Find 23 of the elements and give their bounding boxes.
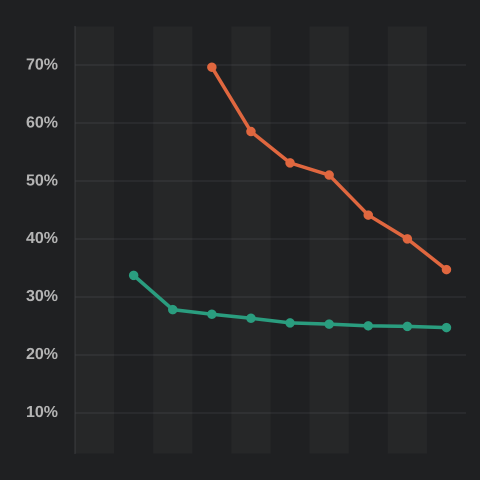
y-tick-label: 50%: [26, 172, 58, 190]
point: [207, 62, 217, 72]
point: [207, 309, 217, 319]
y-tick-label: 20%: [26, 346, 58, 364]
point: [364, 210, 373, 220]
point: [285, 158, 295, 168]
y-tick-label: 40%: [26, 230, 58, 248]
point: [442, 322, 452, 332]
point: [285, 318, 295, 328]
point: [168, 304, 178, 314]
y-tick-label: 30%: [26, 288, 58, 306]
point: [246, 314, 256, 324]
point: [324, 170, 334, 180]
point: [402, 322, 412, 332]
point: [246, 126, 256, 136]
y-tick-label: 60%: [26, 114, 58, 132]
y-tick-label: 70%: [26, 56, 58, 74]
y-tick-label: 10%: [26, 404, 58, 422]
point: [128, 270, 138, 280]
point: [402, 234, 412, 244]
point: [364, 321, 373, 331]
point: [442, 264, 452, 274]
point: [324, 319, 334, 329]
